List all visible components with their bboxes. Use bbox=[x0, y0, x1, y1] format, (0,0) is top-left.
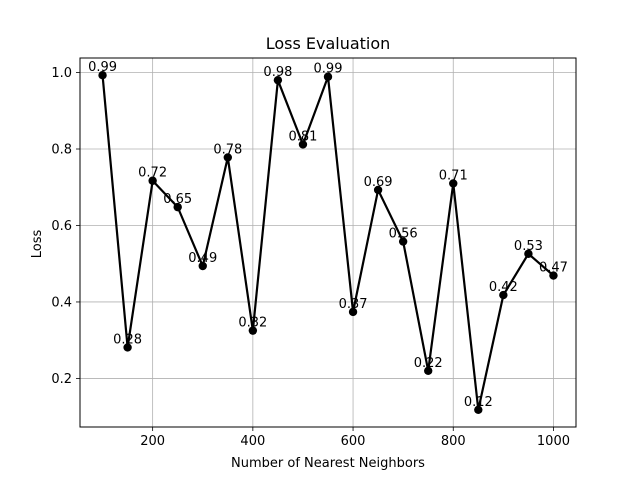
data-point bbox=[348, 307, 358, 317]
x-axis-label: Number of Nearest Neighbors bbox=[231, 456, 425, 471]
data-label: 0.47 bbox=[539, 261, 568, 276]
data-label: 0.99 bbox=[88, 60, 117, 75]
data-point bbox=[499, 290, 508, 300]
data-point bbox=[298, 140, 308, 149]
chart-title: Loss Evaluation bbox=[266, 34, 391, 53]
x-tick-label: 200 bbox=[140, 434, 165, 449]
data-label: 0.72 bbox=[138, 166, 167, 181]
data-label: 0.37 bbox=[339, 297, 368, 312]
data-point bbox=[524, 249, 533, 258]
data-point bbox=[123, 343, 132, 352]
data-label: 0.53 bbox=[514, 239, 543, 254]
data-label: 0.78 bbox=[213, 142, 242, 157]
data-point bbox=[223, 153, 232, 162]
y-tick-label: 0.4 bbox=[51, 295, 72, 310]
data-label: 0.22 bbox=[414, 356, 443, 371]
data-label: 0.69 bbox=[364, 175, 393, 190]
data-point bbox=[273, 75, 283, 85]
y-tick-label: 1.0 bbox=[51, 66, 72, 81]
data-point bbox=[549, 271, 558, 280]
grid bbox=[80, 58, 576, 427]
y-axis-label: Loss bbox=[30, 230, 45, 259]
data-point bbox=[449, 179, 458, 188]
data-label: 0.28 bbox=[113, 332, 142, 347]
data-point bbox=[424, 366, 433, 375]
series-group bbox=[98, 71, 558, 414]
data-label: 0.42 bbox=[489, 280, 518, 295]
data-label: 0.98 bbox=[263, 65, 292, 80]
y-tick-label: 0.8 bbox=[51, 143, 72, 158]
data-point bbox=[148, 176, 157, 185]
data-label: 0.81 bbox=[288, 129, 317, 144]
data-point bbox=[173, 202, 182, 212]
x-tick-label: 800 bbox=[441, 434, 466, 449]
data-point bbox=[323, 72, 333, 81]
data-point bbox=[474, 405, 483, 414]
x-tick-label: 1000 bbox=[537, 434, 570, 449]
ticks-group: 200 400 600 800 1000 0.2 0.4 0.6 0.8 1.0 bbox=[51, 66, 570, 449]
data-point bbox=[373, 185, 383, 195]
data-labels-group: 0.99 0.28 0.72 0.65 0.49 0.78 0.32 0.98 0.81 0.99… bbox=[88, 60, 568, 410]
data-point bbox=[98, 71, 107, 80]
x-tick-label: 400 bbox=[240, 434, 265, 449]
x-tick-label: 600 bbox=[341, 434, 366, 449]
y-tick-label: 0.2 bbox=[51, 372, 72, 387]
plot-frame bbox=[79, 57, 577, 428]
data-label: 0.49 bbox=[188, 251, 217, 266]
data-point bbox=[198, 261, 207, 271]
data-label: 0.71 bbox=[439, 168, 468, 183]
data-label: 0.56 bbox=[389, 227, 418, 242]
data-label: 0.65 bbox=[163, 192, 192, 207]
data-label: 0.32 bbox=[238, 316, 267, 331]
data-point bbox=[248, 326, 258, 335]
data-label: 0.12 bbox=[464, 395, 493, 410]
data-label: 0.99 bbox=[314, 62, 343, 77]
y-tick-label: 0.6 bbox=[51, 219, 72, 234]
data-point bbox=[398, 237, 408, 246]
